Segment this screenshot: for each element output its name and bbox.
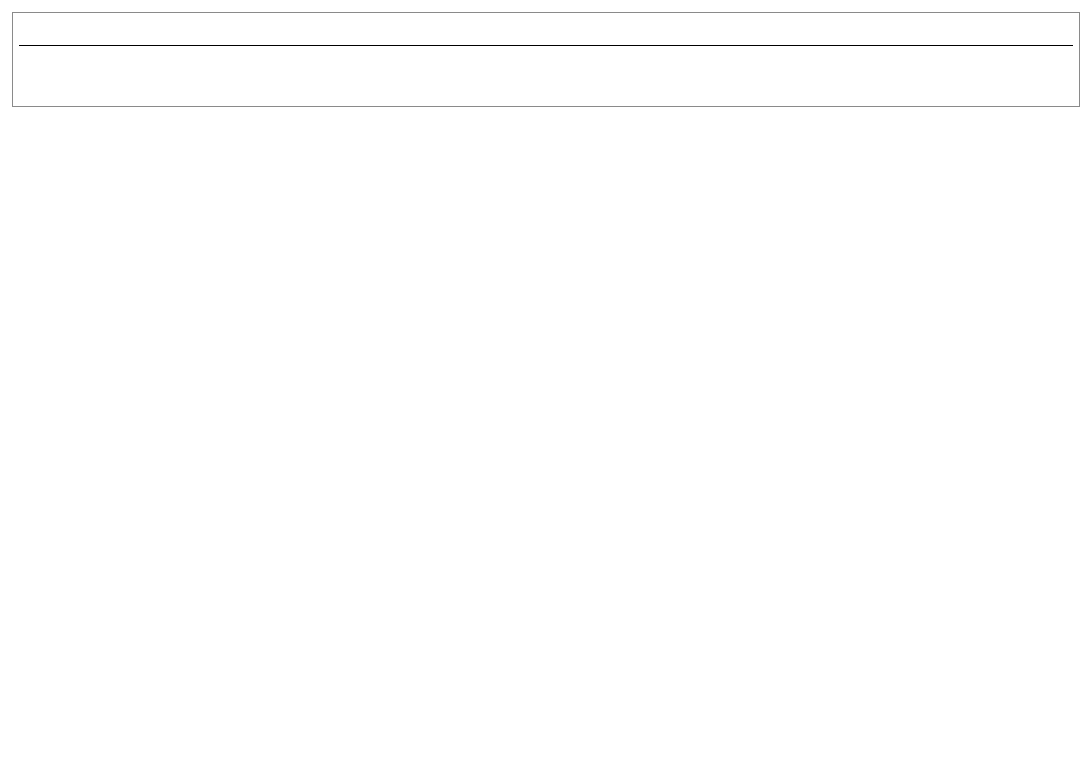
forest-plot-figure bbox=[12, 12, 1080, 107]
axis-row bbox=[19, 52, 1073, 94]
forest-axis bbox=[599, 54, 859, 94]
